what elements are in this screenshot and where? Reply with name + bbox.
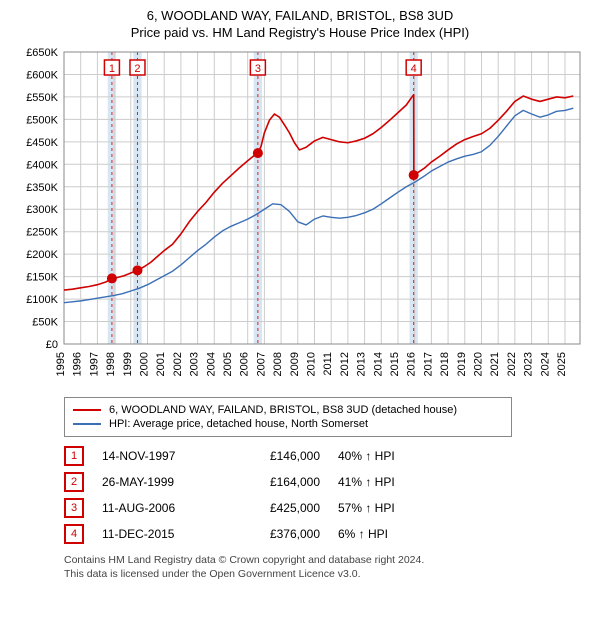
svg-text:2023: 2023 xyxy=(523,352,535,376)
transaction-pct: 41% ↑ HPI xyxy=(338,475,448,489)
svg-text:1997: 1997 xyxy=(88,352,100,376)
footer-line2: This data is licensed under the Open Gov… xyxy=(64,567,590,581)
svg-text:4: 4 xyxy=(411,63,417,75)
svg-text:2: 2 xyxy=(134,63,140,75)
legend-swatch xyxy=(73,423,101,425)
svg-text:2007: 2007 xyxy=(255,352,267,376)
svg-text:2000: 2000 xyxy=(138,352,150,376)
legend-swatch xyxy=(73,409,101,411)
legend-label: 6, WOODLAND WAY, FAILAND, BRISTOL, BS8 3… xyxy=(109,404,457,416)
svg-text:£600K: £600K xyxy=(26,69,58,81)
transaction-pct: 6% ↑ HPI xyxy=(338,527,448,541)
svg-text:1995: 1995 xyxy=(55,352,67,376)
svg-text:£450K: £450K xyxy=(26,137,58,149)
svg-text:2003: 2003 xyxy=(189,352,201,376)
svg-text:2014: 2014 xyxy=(372,352,384,376)
transaction-row: 3 11-AUG-2006 £425,000 57% ↑ HPI xyxy=(64,495,590,521)
svg-text:1: 1 xyxy=(109,63,115,75)
transaction-price: £146,000 xyxy=(230,449,320,463)
svg-text:2005: 2005 xyxy=(222,352,234,376)
svg-text:£100K: £100K xyxy=(26,294,58,306)
svg-text:1996: 1996 xyxy=(72,352,84,376)
transaction-pct: 40% ↑ HPI xyxy=(338,449,448,463)
svg-text:2009: 2009 xyxy=(289,352,301,376)
svg-text:£0: £0 xyxy=(46,339,58,351)
svg-text:2011: 2011 xyxy=(322,352,334,376)
svg-text:1998: 1998 xyxy=(105,352,117,376)
chart: £0 £50K £100K £150K £200K £250K £300K £350K £400… xyxy=(10,46,590,391)
transaction-row: 2 26-MAY-1999 £164,000 41% ↑ HPI xyxy=(64,469,590,495)
title-address: 6, WOODLAND WAY, FAILAND, BRISTOL, BS8 3… xyxy=(10,8,590,23)
legend: 6, WOODLAND WAY, FAILAND, BRISTOL, BS8 3… xyxy=(64,397,512,437)
transaction-pct: 57% ↑ HPI xyxy=(338,501,448,515)
transaction-date: 11-AUG-2006 xyxy=(102,501,212,515)
transaction-date: 26-MAY-1999 xyxy=(102,475,212,489)
svg-text:2010: 2010 xyxy=(305,352,317,376)
svg-text:£350K: £350K xyxy=(26,182,58,194)
svg-text:£200K: £200K xyxy=(26,249,58,261)
transaction-price: £425,000 xyxy=(230,501,320,515)
svg-text:£400K: £400K xyxy=(26,159,58,171)
transaction-marker: 3 xyxy=(64,498,84,518)
transaction-price: £164,000 xyxy=(230,475,320,489)
svg-text:£250K: £250K xyxy=(26,227,58,239)
transaction-date: 14-NOV-1997 xyxy=(102,449,212,463)
svg-text:£50K: £50K xyxy=(32,317,58,329)
transaction-date: 11-DEC-2015 xyxy=(102,527,212,541)
svg-text:2015: 2015 xyxy=(389,352,401,376)
title-subtitle: Price paid vs. HM Land Registry's House … xyxy=(10,25,590,40)
transaction-price: £376,000 xyxy=(230,527,320,541)
svg-text:2016: 2016 xyxy=(406,352,418,376)
transaction-row: 4 11-DEC-2015 £376,000 6% ↑ HPI xyxy=(64,521,590,547)
legend-label: HPI: Average price, detached house, Nort… xyxy=(109,418,368,430)
chart-svg: £0 £50K £100K £150K £200K £250K £300K £350K £400… xyxy=(10,46,590,386)
transaction-marker: 2 xyxy=(64,472,84,492)
svg-text:2025: 2025 xyxy=(556,352,568,376)
svg-text:1999: 1999 xyxy=(122,352,134,376)
svg-text:2021: 2021 xyxy=(489,352,501,376)
svg-text:3: 3 xyxy=(255,63,261,75)
transaction-marker: 1 xyxy=(64,446,84,466)
svg-text:2020: 2020 xyxy=(472,352,484,376)
svg-text:2006: 2006 xyxy=(239,352,251,376)
svg-text:£550K: £550K xyxy=(26,92,58,104)
svg-text:2008: 2008 xyxy=(272,352,284,376)
svg-text:2018: 2018 xyxy=(439,352,451,376)
svg-text:2002: 2002 xyxy=(172,352,184,376)
title-block: 6, WOODLAND WAY, FAILAND, BRISTOL, BS8 3… xyxy=(10,8,590,40)
svg-text:2004: 2004 xyxy=(205,352,217,376)
transaction-marker: 4 xyxy=(64,524,84,544)
svg-text:£500K: £500K xyxy=(26,114,58,126)
transactions-table: 1 14-NOV-1997 £146,000 40% ↑ HPI 2 26-MAY-199… xyxy=(64,443,590,547)
legend-row: HPI: Average price, detached house, Nort… xyxy=(73,417,503,431)
svg-text:£650K: £650K xyxy=(26,47,58,59)
svg-text:2017: 2017 xyxy=(422,352,434,376)
footer-line1: Contains HM Land Registry data © Crown c… xyxy=(64,553,590,567)
svg-text:2012: 2012 xyxy=(339,352,351,376)
svg-text:2013: 2013 xyxy=(356,352,368,376)
svg-text:2024: 2024 xyxy=(539,352,551,376)
svg-text:2019: 2019 xyxy=(456,352,468,376)
svg-text:2022: 2022 xyxy=(506,352,518,376)
footer-note: Contains HM Land Registry data © Crown c… xyxy=(64,553,590,581)
legend-row: 6, WOODLAND WAY, FAILAND, BRISTOL, BS8 3… xyxy=(73,403,503,417)
transaction-row: 1 14-NOV-1997 £146,000 40% ↑ HPI xyxy=(64,443,590,469)
svg-text:£150K: £150K xyxy=(26,272,58,284)
page: 6, WOODLAND WAY, FAILAND, BRISTOL, BS8 3… xyxy=(0,0,600,589)
svg-text:£300K: £300K xyxy=(26,204,58,216)
svg-text:2001: 2001 xyxy=(155,352,167,376)
